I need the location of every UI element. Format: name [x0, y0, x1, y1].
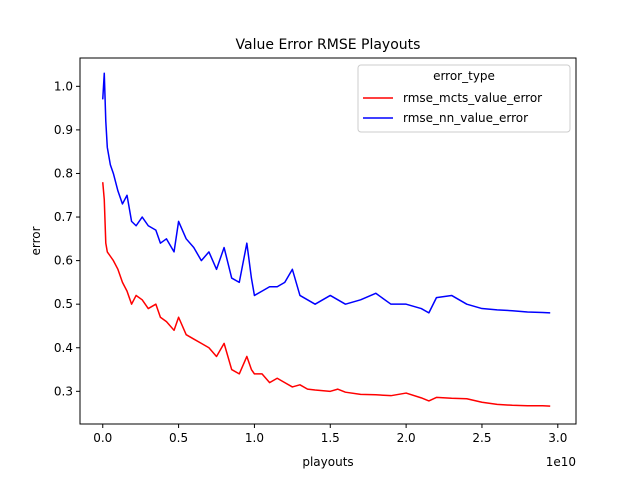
y-axis: 0.3 0.4 0.5 0.6 0.7 0.8 0.9 1.0: [54, 79, 80, 398]
y-tick-label: 0.8: [54, 166, 73, 180]
x-tick-label: 3.0: [548, 431, 567, 445]
axes-frame: [79, 57, 577, 425]
y-tick-label: 0.4: [54, 341, 73, 355]
x-tick-label: 2.0: [397, 431, 416, 445]
x-tick-label: 1.0: [245, 431, 264, 445]
x-tick-label: 2.5: [472, 431, 491, 445]
chart-title: Value Error RMSE Playouts: [236, 37, 421, 53]
legend-box: [357, 64, 571, 133]
x-tick-label: 0.0: [93, 431, 112, 445]
series-line-rmse_nn_value_error: [102, 72, 551, 314]
legend: error_type rmse_mcts_value_error rmse_nn…: [357, 64, 571, 133]
y-tick-label: 1.0: [54, 79, 73, 93]
x-axis: 0.0 0.5 1.0 1.5 2.0 2.5 3.0: [93, 424, 567, 445]
legend-entry-nn: rmse_nn_value_error: [403, 111, 528, 125]
y-tick-label: 0.7: [54, 210, 73, 224]
x-tick-label: 1.5: [321, 431, 340, 445]
y-tick-label: 0.5: [54, 297, 73, 311]
y-axis-label: error: [29, 226, 43, 255]
legend-entry-mcts: rmse_mcts_value_error: [403, 91, 542, 105]
x-tick-label: 0.5: [169, 431, 188, 445]
y-tick-label: 0.9: [54, 123, 73, 137]
plot-area: [102, 72, 551, 407]
y-tick-label: 0.6: [54, 254, 73, 268]
legend-title: error_type: [433, 69, 495, 83]
x-axis-offset-label: 1e10: [546, 455, 576, 469]
y-tick-label: 0.3: [54, 384, 73, 398]
series-line-rmse_mcts_value_error: [102, 182, 551, 407]
x-axis-label: playouts: [302, 455, 353, 469]
